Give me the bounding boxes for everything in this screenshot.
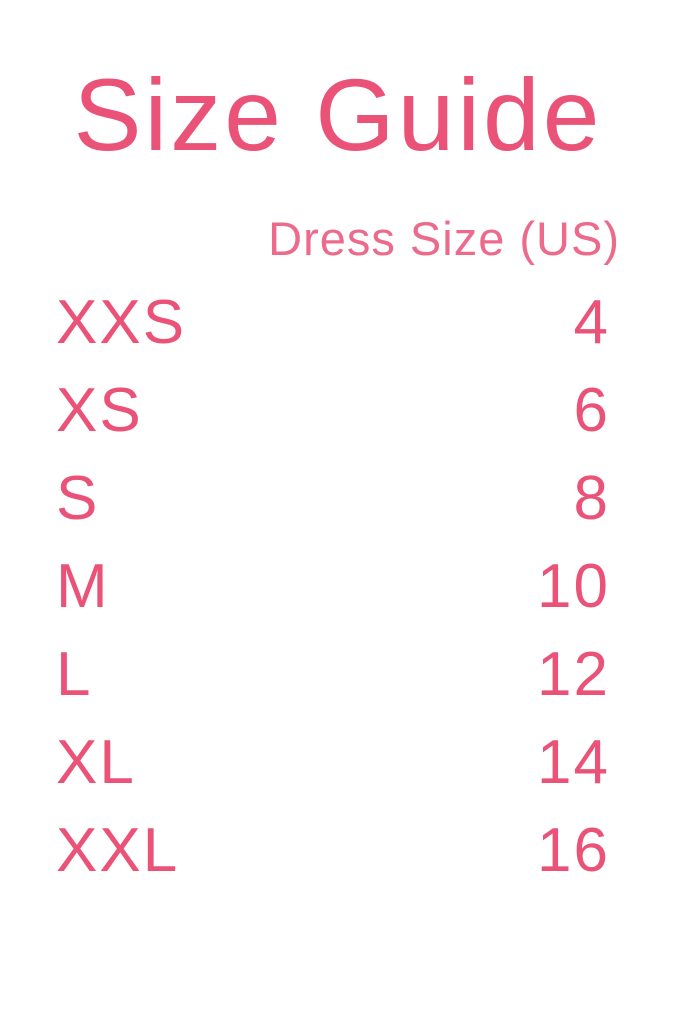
size-row: L 12 — [56, 630, 620, 718]
dress-size-column-header: Dress Size (US) — [268, 212, 620, 266]
size-label: XXS — [56, 287, 187, 357]
dress-size-value: 8 — [573, 463, 610, 533]
size-table: XXS 4 XS 6 S 8 M 10 L 12 XL 14 XXL 16 — [56, 278, 620, 894]
size-label: S — [56, 463, 100, 533]
size-row: S 8 — [56, 454, 620, 542]
size-guide-title: Size Guide — [73, 58, 603, 172]
size-label: L — [56, 639, 93, 709]
table-header-row: Dress Size (US) — [56, 211, 620, 266]
size-label: XXL — [56, 815, 180, 885]
dress-size-value: 12 — [537, 639, 610, 709]
size-row: M 10 — [56, 542, 620, 630]
dress-size-value: 4 — [573, 287, 610, 357]
size-label: XS — [56, 375, 143, 445]
size-label: XL — [56, 727, 136, 797]
dress-size-value: 6 — [573, 375, 610, 445]
dress-size-value: 16 — [537, 815, 610, 885]
size-row: XL 14 — [56, 718, 620, 806]
size-row: XS 6 — [56, 366, 620, 454]
size-label: M — [56, 551, 110, 621]
size-row: XXS 4 — [56, 278, 620, 366]
dress-size-value: 10 — [537, 551, 610, 621]
dress-size-value: 14 — [537, 727, 610, 797]
size-row: XXL 16 — [56, 806, 620, 894]
